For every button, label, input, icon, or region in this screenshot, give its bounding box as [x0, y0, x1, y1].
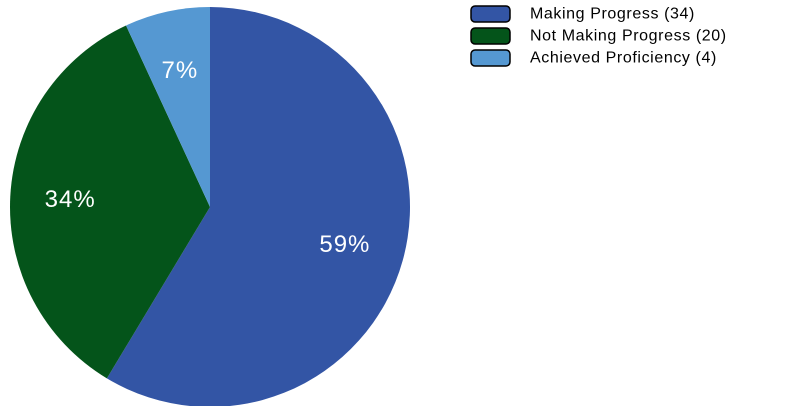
- legend: Making Progress (34) Not Making Progress …: [470, 5, 727, 67]
- slice-percent-label: 59%: [319, 231, 370, 258]
- slice-labels: 59% 34% 7%: [45, 57, 370, 258]
- legend-label: Achieved Proficiency (4): [530, 50, 717, 67]
- slice-percent-label: 34%: [45, 186, 96, 213]
- legend-label: Not Making Progress (20): [530, 28, 727, 45]
- legend-item: Achieved Proficiency (4): [470, 49, 717, 67]
- legend-item: Making Progress (34): [470, 5, 695, 23]
- legend-label: Making Progress (34): [530, 6, 695, 23]
- pie-slice: [106, 7, 410, 406]
- legend-swatch: [470, 5, 511, 23]
- pie-slice: [126, 7, 210, 207]
- legend-swatch: [470, 27, 511, 45]
- pie-slices: [9, 7, 410, 406]
- legend-swatch: [470, 49, 511, 67]
- pie-slice: [9, 25, 210, 379]
- legend-item: Not Making Progress (20): [470, 27, 727, 45]
- slice-percent-label: 7%: [162, 57, 199, 84]
